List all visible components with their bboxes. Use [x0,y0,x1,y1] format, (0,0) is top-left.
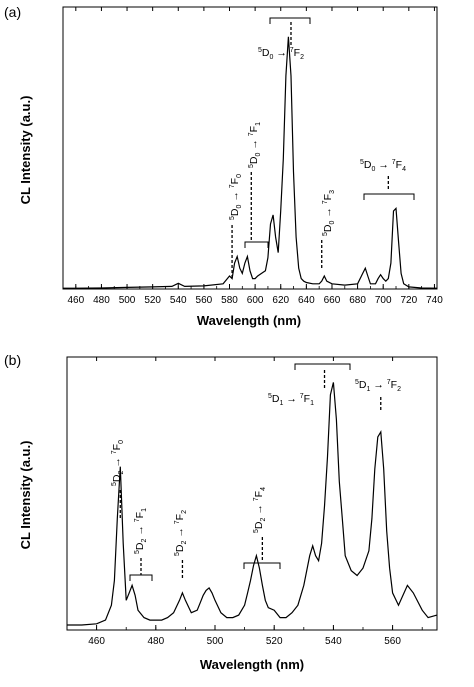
transition-label: 5D0 → 7F2 [258,47,304,61]
x-tick-label: 520 [144,295,161,306]
x-tick-label: 540 [170,295,187,306]
x-tick-label: 500 [119,295,136,306]
x-tick-label: 720 [400,295,417,306]
transition-label: 5D0 → 7F0 [229,174,243,220]
panel-a-annotations: 5D0 → 7F0 5D0 → 7F1 5D0 → 7F2 5D0 → 7F3 5D0 … [229,17,415,279]
x-tick-label: 700 [375,295,392,306]
x-tick-label: 540 [325,636,342,647]
panel-a-label: (a) [4,4,21,20]
panel-a-y-axis-label: CL Intensity (a.u.) [18,96,33,205]
x-tick-label: 580 [221,295,238,306]
transition-label: 5D1 → 7F1 [268,393,314,407]
transition-label: 5D0 → 7F3 [322,190,336,236]
panel-a-spectrum-line [63,36,438,289]
annotation-bracket [129,574,153,581]
panel-b-x-ticks: 460 480 500 520 540 560 [66,357,423,647]
annotation-bracket [243,562,281,569]
panel-a-x-ticks: 460 480 500 520 540 560 580 600 620 640 660 680 700 7… [62,7,443,306]
x-tick-label: 620 [272,295,289,306]
panel-b-plot-frame [66,356,438,631]
annotation-bracket [363,193,415,200]
x-tick-label: 660 [324,295,341,306]
x-tick-label: 480 [93,295,110,306]
transition-label: 5D0 → 7F1 [248,122,262,168]
panel-b-annotations: 5D2 → 7F0 5D2 → 7F1 5D2 → 7F2 5D2 → 7F4 5D1 … [111,363,401,581]
panel-a-x-axis-label: Wavelength (nm) [197,313,301,328]
x-tick-label: 560 [384,636,401,647]
x-tick-label: 740 [426,295,443,306]
panel-a-chart: (a) 460 480 500 520 540 560 580 600 620 640 660 680… [4,4,443,328]
x-tick-label: 460 [88,636,105,647]
transition-label: 5D0 → 7F4 [360,159,406,173]
annotation-bracket [269,17,311,24]
x-tick-label: 500 [207,636,224,647]
x-tick-label: 520 [266,636,283,647]
panel-b-x-axis-label: Wavelength (nm) [200,657,304,672]
transition-label: 5D2 → 7F1 [134,508,148,554]
panel-b-spectrum-line [67,382,438,626]
transition-label: 5D1 → 7F2 [355,379,401,393]
transition-label: 5D2 → 7F0 [111,440,125,486]
transition-label: 5D2 → 7F2 [174,510,188,556]
x-tick-label: 680 [349,295,366,306]
annotation-bracket [294,363,351,370]
panel-b-y-axis-label: CL Intensity (a.u.) [18,441,33,550]
x-tick-label: 560 [196,295,213,306]
panel-a-plot-frame [62,6,438,290]
x-tick-label: 460 [67,295,84,306]
x-tick-label: 600 [247,295,264,306]
annotation-bracket [244,241,269,248]
transition-label: 5D2 → 7F4 [253,487,267,533]
x-tick-label: 640 [298,295,315,306]
x-tick-label: 480 [147,636,164,647]
panel-b-label: (b) [4,352,21,368]
